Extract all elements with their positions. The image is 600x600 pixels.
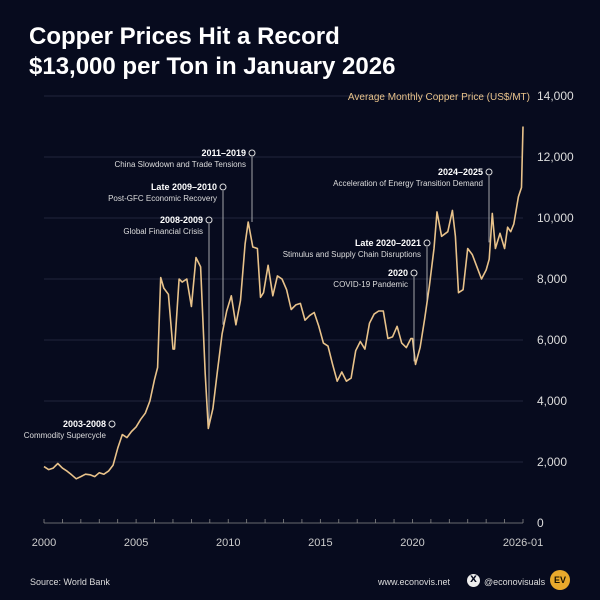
y-tick-label: 10,000 — [537, 211, 574, 225]
y-tick-label: 2,000 — [537, 455, 567, 469]
source-label: Source: World Bank — [30, 577, 110, 587]
annotation-marker — [423, 239, 431, 247]
chart-title: Copper Prices Hit a Record $13,000 per To… — [29, 22, 395, 82]
annotation-marker — [205, 216, 213, 224]
annotation-period: 2020 — [388, 268, 408, 278]
annotation-text: Global Financial Crisis — [123, 227, 203, 236]
annotation-text: Post-GFC Economic Recovery — [108, 194, 217, 203]
x-tick-label: 2015 — [308, 537, 332, 549]
social-handle[interactable]: @econovisuals — [484, 577, 546, 587]
annotation-period: Late 2009–2010 — [151, 182, 217, 192]
x-logo-icon: X — [467, 574, 480, 587]
y-tick-label: 4,000 — [537, 394, 567, 408]
x-tick-label: 2000 — [32, 537, 56, 549]
title-line: Copper Prices Hit a Record — [29, 23, 340, 50]
website-link[interactable]: www.econovis.net — [378, 577, 451, 587]
annotation-text: COVID-19 Pandemic — [333, 280, 408, 289]
title-line: $13,000 per Ton in January 2026 — [29, 53, 396, 80]
price-line — [43, 126, 524, 480]
x-tick-label: 2005 — [124, 537, 148, 549]
y-tick-label: 6,000 — [537, 333, 567, 347]
annotation-period: 2008-2009 — [160, 215, 203, 225]
annotation-text: Acceleration of Energy Transition Demand — [333, 179, 483, 188]
annotation-text: Stimulus and Supply Chain Disruptions — [283, 250, 421, 259]
annotation-marker — [248, 149, 256, 157]
y-tick-label: 14,000 — [537, 89, 574, 103]
annotation-period: 2011–2019 — [201, 148, 246, 158]
annotation-period: Late 2020–2021 — [355, 238, 421, 248]
annotation-marker — [485, 168, 493, 176]
annotation-period: 2003-2008 — [63, 419, 106, 429]
annotation-text: China Slowdown and Trade Tensions — [115, 160, 247, 169]
x-tick-label: 2010 — [216, 537, 240, 549]
x-tick-label: 2026-01 — [503, 537, 543, 549]
x-tick-label: 2020 — [400, 537, 424, 549]
y-tick-label: 12,000 — [537, 150, 574, 164]
annotation-text: Commodity Supercycle — [24, 431, 107, 440]
annotation-marker — [108, 420, 116, 428]
annotation-marker — [219, 183, 227, 191]
annotation-marker — [410, 269, 418, 277]
annotation-period: 2024–2025 — [438, 167, 483, 177]
brand-logo: EV — [550, 570, 570, 590]
y-tick-label: 0 — [537, 516, 544, 530]
y-axis-label: Average Monthly Copper Price (US$/MT) — [348, 92, 530, 103]
y-tick-label: 8,000 — [537, 272, 567, 286]
